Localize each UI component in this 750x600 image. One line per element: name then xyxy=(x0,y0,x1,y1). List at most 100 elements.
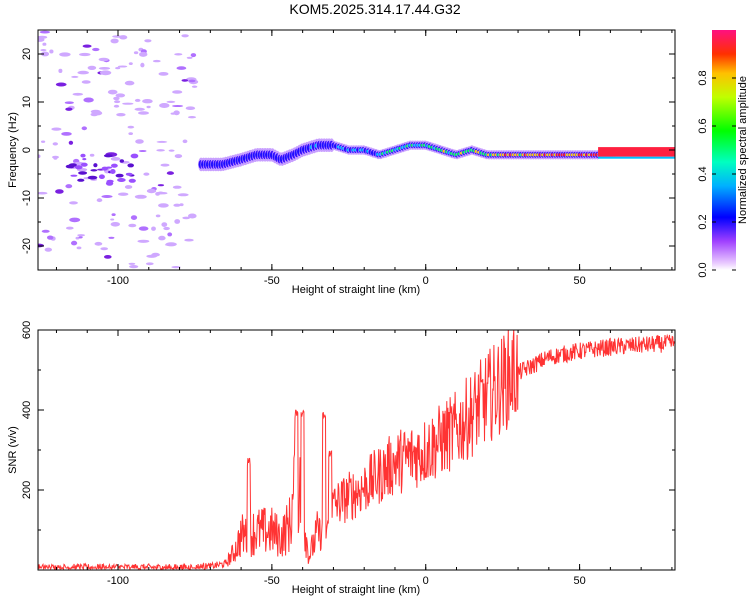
spectrogram-noise-blob xyxy=(90,169,98,172)
spectrogram-noise-blob xyxy=(114,100,121,104)
spectrogram-noise-blob xyxy=(77,234,85,237)
spectrogram-noise-blob xyxy=(110,169,116,174)
colorbar-tick-label: 0.8 xyxy=(697,70,709,85)
spectrogram-noise-blob xyxy=(146,105,151,109)
spectrogram-noise-blob xyxy=(173,110,180,116)
spectrogram-noise-blob xyxy=(71,240,78,246)
snr-y-tick-label: 600 xyxy=(21,321,33,339)
spectrogram-noise-blob xyxy=(134,107,145,111)
spectrogram-noise-blob xyxy=(124,185,133,189)
colorbar-tick-label: 0.4 xyxy=(697,166,709,181)
spectrogram-noise-blob xyxy=(55,189,64,194)
spectrogram-noise-blob xyxy=(186,56,193,59)
spectrogram-noise-blob xyxy=(124,80,135,86)
spectrogram-noise-blob xyxy=(155,214,161,218)
snr-y-ticks: 200 400 600 xyxy=(21,321,675,531)
spectrogram-noise-blob xyxy=(98,67,111,70)
spectrogram-noise-blob xyxy=(118,192,129,196)
spectrogram-noise-blob xyxy=(133,51,139,55)
spectrogram-noise-blob xyxy=(94,241,103,246)
spectrogram-noise-blob xyxy=(101,195,113,198)
spectrogram-noise-blob xyxy=(98,174,105,179)
spectrogram-noise-blob xyxy=(182,139,188,144)
spectrogram-x-tick-label: 0 xyxy=(423,275,429,287)
spectrogram-noise-blob xyxy=(158,72,169,76)
spectrogram-noise-blob xyxy=(138,150,147,152)
spectrogram-noise-blob xyxy=(41,140,46,143)
snr-x-label: Height of straight line (km) xyxy=(292,584,420,596)
spectrogram-noise-blob xyxy=(156,140,168,143)
spectrogram-y-tick-label: 0 xyxy=(21,147,33,153)
spectrogram-noise-blob xyxy=(145,262,154,266)
spectrogram-noise-blob xyxy=(115,67,121,70)
spectrogram-noise-blob xyxy=(160,163,170,167)
spectrogram-noise-blob xyxy=(105,166,113,169)
spectrogram-noise-blob xyxy=(77,70,89,75)
spectrogram-noise-blob xyxy=(72,92,84,96)
spectrogram-noise-blob xyxy=(115,173,124,178)
spectrogram-noise-blob xyxy=(100,247,108,251)
spectrogram-noise-blob xyxy=(128,223,137,228)
spectrogram-noise-blob xyxy=(75,236,80,240)
spectrogram-noise-blob xyxy=(38,191,48,195)
spectrogram-noise-blob xyxy=(172,105,184,107)
spectrogram-y-tick-label: -10 xyxy=(21,190,33,206)
spectrogram-noise-blob xyxy=(98,57,109,62)
spectrogram-noise-blob xyxy=(111,163,118,168)
spectrogram-noise-blob xyxy=(130,154,139,158)
spectrogram-noise-blob xyxy=(47,235,54,240)
colorbar-gradient xyxy=(712,30,736,270)
spectrogram-noise-blob xyxy=(138,111,149,115)
spectrogram-noise-blob xyxy=(185,106,196,110)
spectrogram-noise-blob xyxy=(174,154,183,159)
spectrogram-noise-blob xyxy=(96,198,103,203)
colorbar-label: Normalized spectral amplitude xyxy=(737,76,749,224)
spectrogram-noise-blob xyxy=(110,218,115,221)
spectrogram-noise-blob xyxy=(99,70,112,76)
spectrogram-noise-blob xyxy=(39,30,51,34)
spectrogram-noise-blob xyxy=(111,213,116,217)
spectrogram-noise-blob xyxy=(58,68,63,73)
spectrogram-noise-blob xyxy=(61,132,72,136)
spectrogram-noise-blob xyxy=(65,184,73,189)
spectrogram-x-label: Height of straight line (km) xyxy=(292,284,420,296)
spectrogram-noise-blob xyxy=(82,158,87,161)
spectrogram-noise-blob xyxy=(161,222,168,228)
snr-series-line xyxy=(38,330,675,570)
spectrogram-noise-blob xyxy=(166,171,174,175)
spectrogram-noise-blob xyxy=(172,185,182,189)
snr-x-ticks: -100 -50 0 50 xyxy=(55,330,673,587)
snr-y-tick-label: 400 xyxy=(21,401,33,419)
spectrogram-noise-blob xyxy=(157,184,165,187)
spectrogram-noise-blob xyxy=(59,52,71,57)
spectrogram-noise-blob xyxy=(64,101,74,104)
spectrogram-noise-blob xyxy=(188,213,197,219)
spectrogram-noise-blob xyxy=(140,62,145,68)
spectrogram-noise-blob xyxy=(157,191,165,195)
spectrogram-noise-blob xyxy=(74,165,83,170)
spectrogram-noise-blob xyxy=(173,203,181,207)
spectrogram-x-tick-label: -100 xyxy=(107,275,129,287)
spectrogram-noise-blob xyxy=(49,49,54,54)
spectrogram-noise-blob xyxy=(107,89,118,95)
snr-x-tick-label: -50 xyxy=(264,575,280,587)
spectrogram-noise-blob xyxy=(78,171,88,175)
chart-title: KOM5.2025.314.17.44.G32 xyxy=(289,1,461,17)
spectrogram-noise-blob xyxy=(174,53,183,56)
spectrogram-noise-blob xyxy=(151,252,160,257)
spectrogram-noise-blob xyxy=(152,59,161,63)
spectrogram-noise-blob xyxy=(70,174,78,177)
spectrogram-noise-blob xyxy=(188,79,196,83)
spectrogram-noise-blob xyxy=(158,203,169,208)
spectrogram-noise-blob xyxy=(115,93,126,98)
spectrogram-y-label: Frequency (Hz) xyxy=(7,112,19,188)
spectrogram-noise-blob xyxy=(80,162,88,167)
spectrogram-noise-blob xyxy=(138,226,149,231)
spectrogram-y-tick-label: -20 xyxy=(21,238,33,254)
spectrogram-noise-blob xyxy=(163,226,170,231)
spectrogram-noise-blob xyxy=(182,216,191,220)
snr-x-tick-label: -100 xyxy=(107,575,129,587)
spectrogram-noise-blob xyxy=(129,265,139,269)
